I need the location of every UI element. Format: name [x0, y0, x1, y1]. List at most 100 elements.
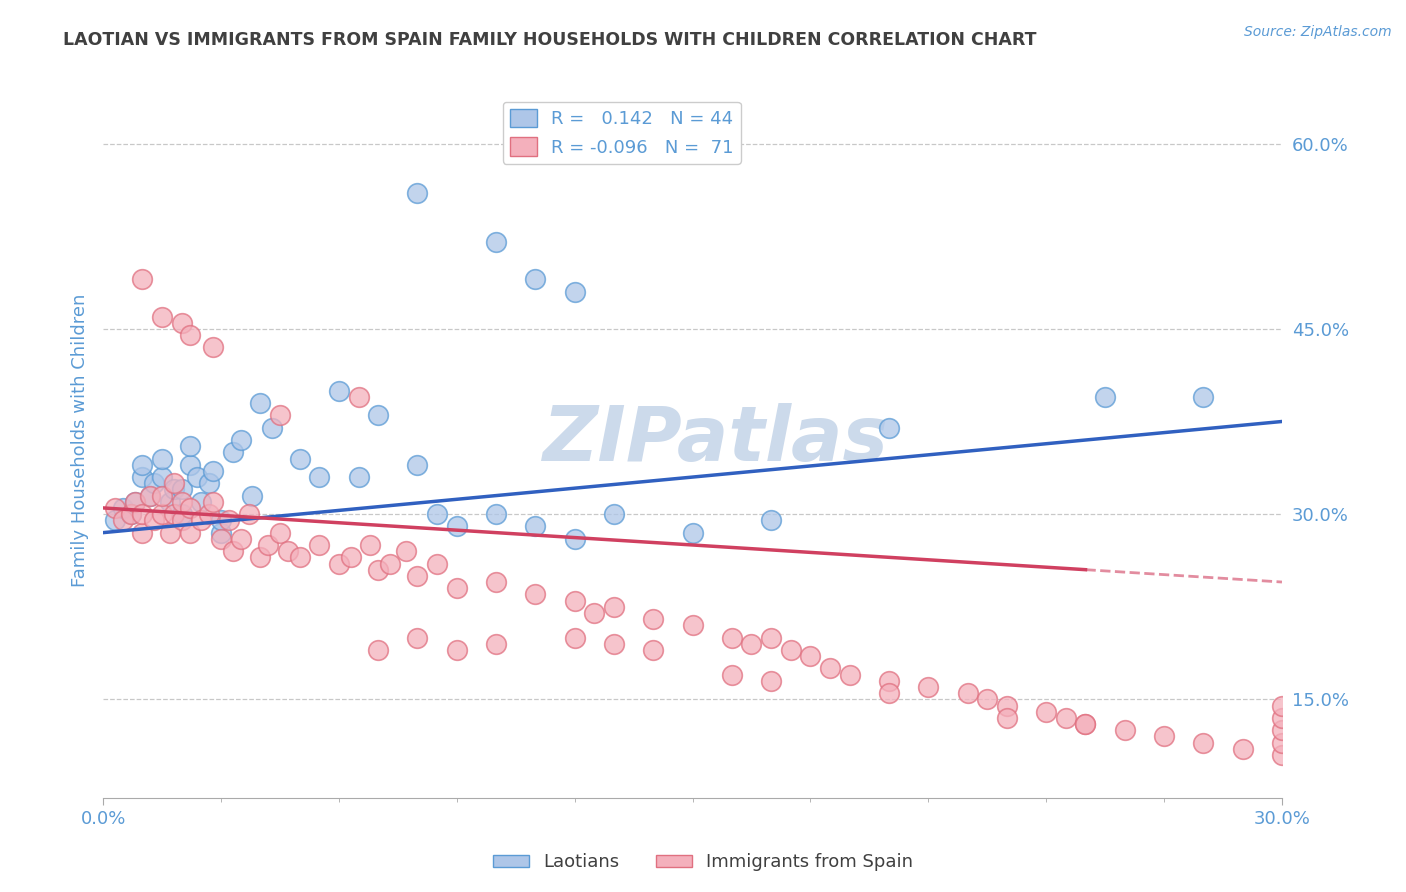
- Point: [229, 532, 252, 546]
- Point: [1035, 705, 1057, 719]
- Point: [976, 692, 998, 706]
- Legend: Laotians, Immigrants from Spain: Laotians, Immigrants from Spain: [485, 847, 921, 879]
- Point: [1192, 390, 1215, 404]
- Point: [1192, 735, 1215, 749]
- Text: ZIPatlas: ZIPatlas: [543, 403, 889, 477]
- Point: [308, 538, 330, 552]
- Point: [721, 667, 744, 681]
- Point: [257, 538, 280, 552]
- Point: [877, 686, 900, 700]
- Point: [818, 661, 841, 675]
- Point: [917, 680, 939, 694]
- Point: [170, 483, 193, 497]
- Point: [446, 519, 468, 533]
- Point: [1271, 735, 1294, 749]
- Point: [163, 476, 186, 491]
- Point: [163, 507, 186, 521]
- Point: [378, 557, 401, 571]
- Point: [308, 470, 330, 484]
- Point: [406, 631, 429, 645]
- Point: [150, 507, 173, 521]
- Point: [485, 574, 508, 589]
- Point: [759, 631, 782, 645]
- Point: [159, 495, 181, 509]
- Point: [143, 513, 166, 527]
- Point: [170, 507, 193, 521]
- Point: [740, 637, 762, 651]
- Point: [759, 673, 782, 688]
- Point: [1153, 730, 1175, 744]
- Point: [721, 631, 744, 645]
- Point: [485, 507, 508, 521]
- Point: [190, 513, 212, 527]
- Point: [249, 396, 271, 410]
- Point: [150, 489, 173, 503]
- Point: [111, 500, 134, 515]
- Point: [347, 390, 370, 404]
- Point: [179, 525, 201, 540]
- Point: [759, 513, 782, 527]
- Point: [120, 507, 142, 521]
- Point: [485, 637, 508, 651]
- Point: [229, 433, 252, 447]
- Point: [198, 507, 221, 521]
- Point: [249, 550, 271, 565]
- Point: [426, 557, 449, 571]
- Point: [426, 507, 449, 521]
- Point: [277, 544, 299, 558]
- Point: [367, 563, 389, 577]
- Point: [779, 643, 801, 657]
- Point: [643, 643, 665, 657]
- Point: [682, 618, 704, 632]
- Point: [485, 235, 508, 250]
- Point: [222, 445, 245, 459]
- Point: [222, 544, 245, 558]
- Point: [131, 507, 153, 521]
- Point: [269, 409, 291, 423]
- Point: [995, 711, 1018, 725]
- Point: [838, 667, 860, 681]
- Point: [209, 532, 232, 546]
- Point: [131, 470, 153, 484]
- Point: [139, 489, 162, 503]
- Point: [367, 409, 389, 423]
- Point: [1271, 747, 1294, 762]
- Point: [603, 599, 626, 614]
- Point: [524, 587, 547, 601]
- Point: [179, 500, 201, 515]
- Point: [359, 538, 381, 552]
- Point: [179, 458, 201, 472]
- Point: [198, 476, 221, 491]
- Point: [395, 544, 418, 558]
- Point: [446, 581, 468, 595]
- Point: [367, 643, 389, 657]
- Point: [190, 495, 212, 509]
- Point: [564, 631, 586, 645]
- Point: [877, 420, 900, 434]
- Point: [202, 340, 225, 354]
- Point: [603, 637, 626, 651]
- Point: [603, 507, 626, 521]
- Point: [1114, 723, 1136, 738]
- Point: [139, 489, 162, 503]
- Point: [269, 525, 291, 540]
- Point: [564, 285, 586, 299]
- Point: [524, 272, 547, 286]
- Point: [111, 513, 134, 527]
- Point: [339, 550, 361, 565]
- Point: [1094, 390, 1116, 404]
- Point: [799, 649, 821, 664]
- Point: [328, 557, 350, 571]
- Point: [1271, 711, 1294, 725]
- Point: [1232, 741, 1254, 756]
- Point: [995, 698, 1018, 713]
- Point: [1074, 717, 1097, 731]
- Point: [288, 550, 311, 565]
- Point: [202, 495, 225, 509]
- Point: [150, 310, 173, 324]
- Point: [209, 513, 232, 527]
- Text: LAOTIAN VS IMMIGRANTS FROM SPAIN FAMILY HOUSEHOLDS WITH CHILDREN CORRELATION CHA: LAOTIAN VS IMMIGRANTS FROM SPAIN FAMILY …: [63, 31, 1036, 49]
- Point: [163, 483, 186, 497]
- Point: [1271, 723, 1294, 738]
- Point: [262, 420, 284, 434]
